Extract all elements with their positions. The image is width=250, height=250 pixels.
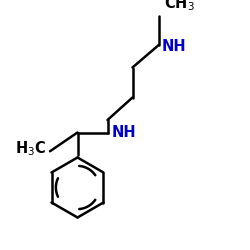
Text: NH: NH [111,125,136,140]
Text: NH: NH [161,39,186,54]
Text: H$_3$C: H$_3$C [15,140,46,158]
Text: CH$_3$: CH$_3$ [164,0,194,12]
